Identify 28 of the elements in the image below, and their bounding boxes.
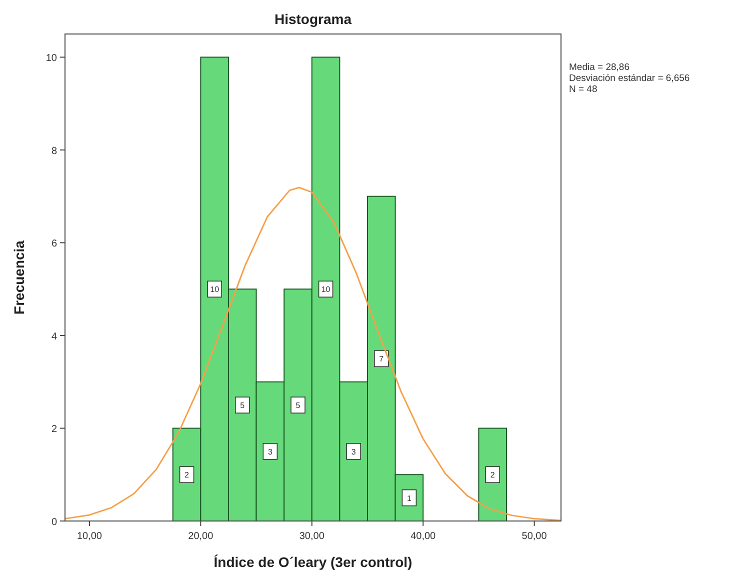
text: N = 48 — [569, 84, 598, 95]
x-tick-label: 30,00 — [299, 531, 325, 542]
data-label: 7 — [379, 354, 384, 364]
text: Desviación estándar = 6,656 — [569, 73, 690, 84]
x-axis-title: Índice de O´leary (3er control) — [214, 554, 412, 570]
data-label: 5 — [240, 401, 246, 410]
y-tick-label: 4 — [51, 331, 58, 342]
y-tick-label: 6 — [51, 238, 58, 250]
data-label: 3 — [268, 447, 273, 456]
x-tick-label: 20,00 — [188, 531, 214, 542]
data-label: 10 — [321, 285, 331, 294]
data-label: 5 — [296, 401, 301, 410]
x-tick-label: 50,00 — [522, 531, 548, 542]
data-label: 2 — [184, 470, 190, 480]
y-tick-label: 8 — [51, 146, 58, 157]
x-tick-label: 40,00 — [410, 531, 436, 542]
y-tick-label: 10 — [46, 53, 58, 64]
data-label: 1 — [406, 494, 412, 503]
text: Media = 28,86 — [569, 62, 630, 73]
data-label: 3 — [351, 447, 356, 456]
data-label: 10 — [210, 285, 220, 294]
line-series — [64, 186, 562, 522]
x-tick-label: 10,00 — [76, 531, 102, 542]
y-tick-label: 2 — [51, 424, 58, 436]
y-axis-title: Frecuencia — [11, 240, 27, 314]
y-tick-label: 0 — [51, 517, 58, 528]
data-label: 2 — [490, 470, 496, 480]
chart-title: Histograma — [274, 11, 352, 27]
